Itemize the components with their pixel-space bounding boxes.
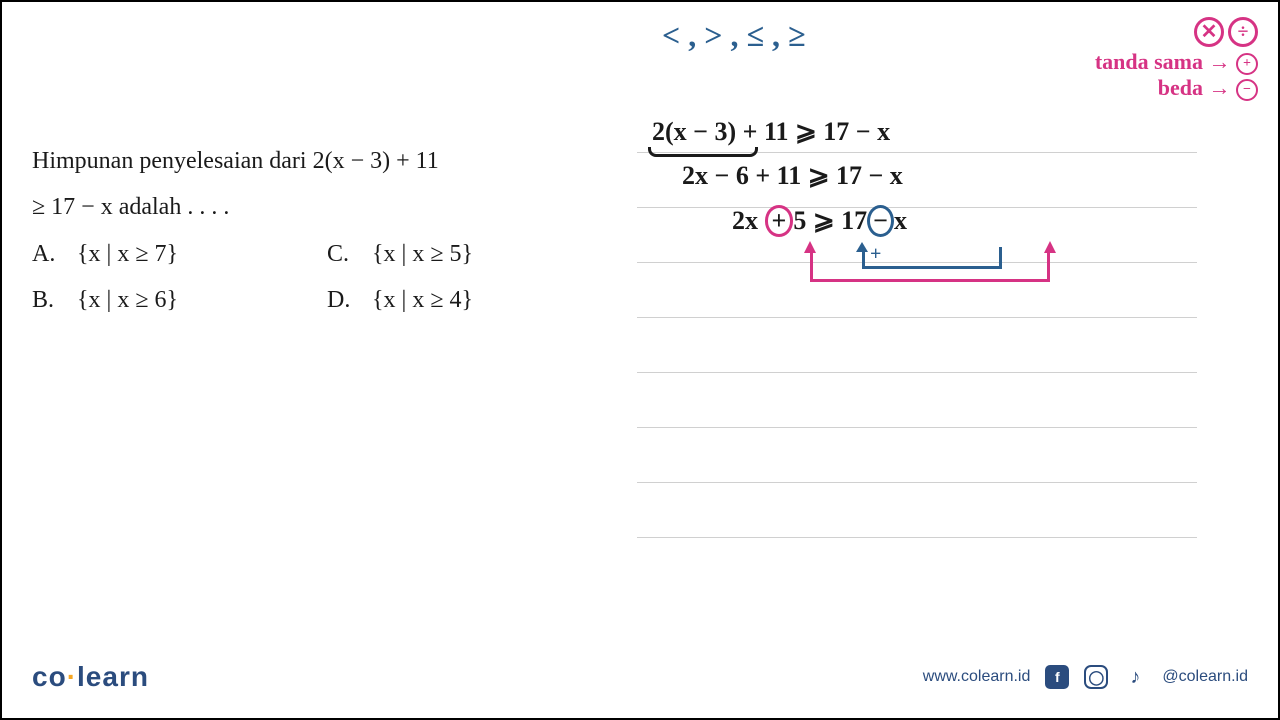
- ruled-line: [637, 372, 1197, 373]
- option-letter: C.: [327, 235, 357, 273]
- option-a: A. {x | x ≥ 7}: [32, 235, 297, 273]
- tiktok-icon: ♪: [1123, 665, 1147, 689]
- rule-diff-sign: beda → −: [1095, 75, 1258, 101]
- blue-arrow-left: [856, 242, 868, 252]
- circled-plus: +: [765, 205, 794, 237]
- question-block: Himpunan penyelesaian dari 2(x − 3) + 11…: [32, 142, 592, 320]
- option-d: D. {x | x ≥ 4}: [327, 281, 592, 319]
- footer-right: www.colearn.id f ◯ ♪ @colearn.id: [923, 665, 1248, 689]
- solution-work: 2(x − 3) + 11 ⩾ 17 − x 2x − 6 + 11 ⩾ 17 …: [652, 117, 907, 251]
- option-letter: D.: [327, 281, 357, 319]
- option-letter: B.: [32, 281, 62, 319]
- rule-icons: ✕ ÷: [1095, 17, 1258, 47]
- plus-icon: +: [1236, 53, 1258, 75]
- option-text: {x | x ≥ 5}: [372, 235, 473, 273]
- instagram-icon: ◯: [1084, 665, 1108, 689]
- question-line1: Himpunan penyelesaian dari 2(x − 3) + 11: [32, 142, 592, 180]
- blue-move-bracket: [862, 247, 1002, 269]
- social-handle: @colearn.id: [1162, 668, 1248, 686]
- option-letter: A.: [32, 235, 62, 273]
- brand-logo: co·learn: [32, 661, 149, 693]
- pink-arrow-left: [804, 241, 816, 253]
- work-step3: 2x +5 ⩾ 17−x: [652, 205, 907, 237]
- circled-minus: −: [867, 205, 894, 237]
- plus-label: +: [870, 243, 881, 266]
- footer: co·learn www.colearn.id f ◯ ♪ @colearn.i…: [2, 661, 1278, 693]
- sign-rules: ✕ ÷ tanda sama → + beda → −: [1095, 17, 1258, 101]
- ruled-line: [637, 317, 1197, 318]
- option-text: {x | x ≥ 7}: [77, 235, 178, 273]
- ruled-line: [637, 537, 1197, 538]
- logo-part2: learn: [77, 661, 149, 692]
- times-icon: ✕: [1194, 17, 1224, 47]
- website-url: www.colearn.id: [923, 668, 1031, 686]
- option-text: {x | x ≥ 6}: [77, 281, 178, 319]
- logo-part1: co: [32, 661, 67, 692]
- option-c: C. {x | x ≥ 5}: [327, 235, 592, 273]
- options-grid: A. {x | x ≥ 7} C. {x | x ≥ 5} B. {x | x …: [32, 235, 592, 320]
- work-step2: 2x − 6 + 11 ⩾ 17 − x: [652, 161, 907, 191]
- work-step1: 2(x − 3) + 11 ⩾ 17 − x: [652, 117, 907, 147]
- pink-arrow-right: [1044, 241, 1056, 253]
- ruled-line: [637, 427, 1197, 428]
- facebook-icon: f: [1045, 665, 1069, 689]
- rule-same-sign: tanda sama → +: [1095, 49, 1258, 75]
- logo-dot: ·: [67, 661, 77, 692]
- option-text: {x | x ≥ 4}: [372, 281, 473, 319]
- question-line2: ≥ 17 − x adalah . . . .: [32, 188, 592, 226]
- option-b: B. {x | x ≥ 6}: [32, 281, 297, 319]
- ruled-line: [637, 482, 1197, 483]
- divide-icon: ÷: [1228, 17, 1258, 47]
- distribute-bracket: [648, 147, 758, 157]
- inequality-symbols: < , > , ≤ , ≥: [662, 17, 806, 54]
- minus-icon: −: [1236, 79, 1258, 101]
